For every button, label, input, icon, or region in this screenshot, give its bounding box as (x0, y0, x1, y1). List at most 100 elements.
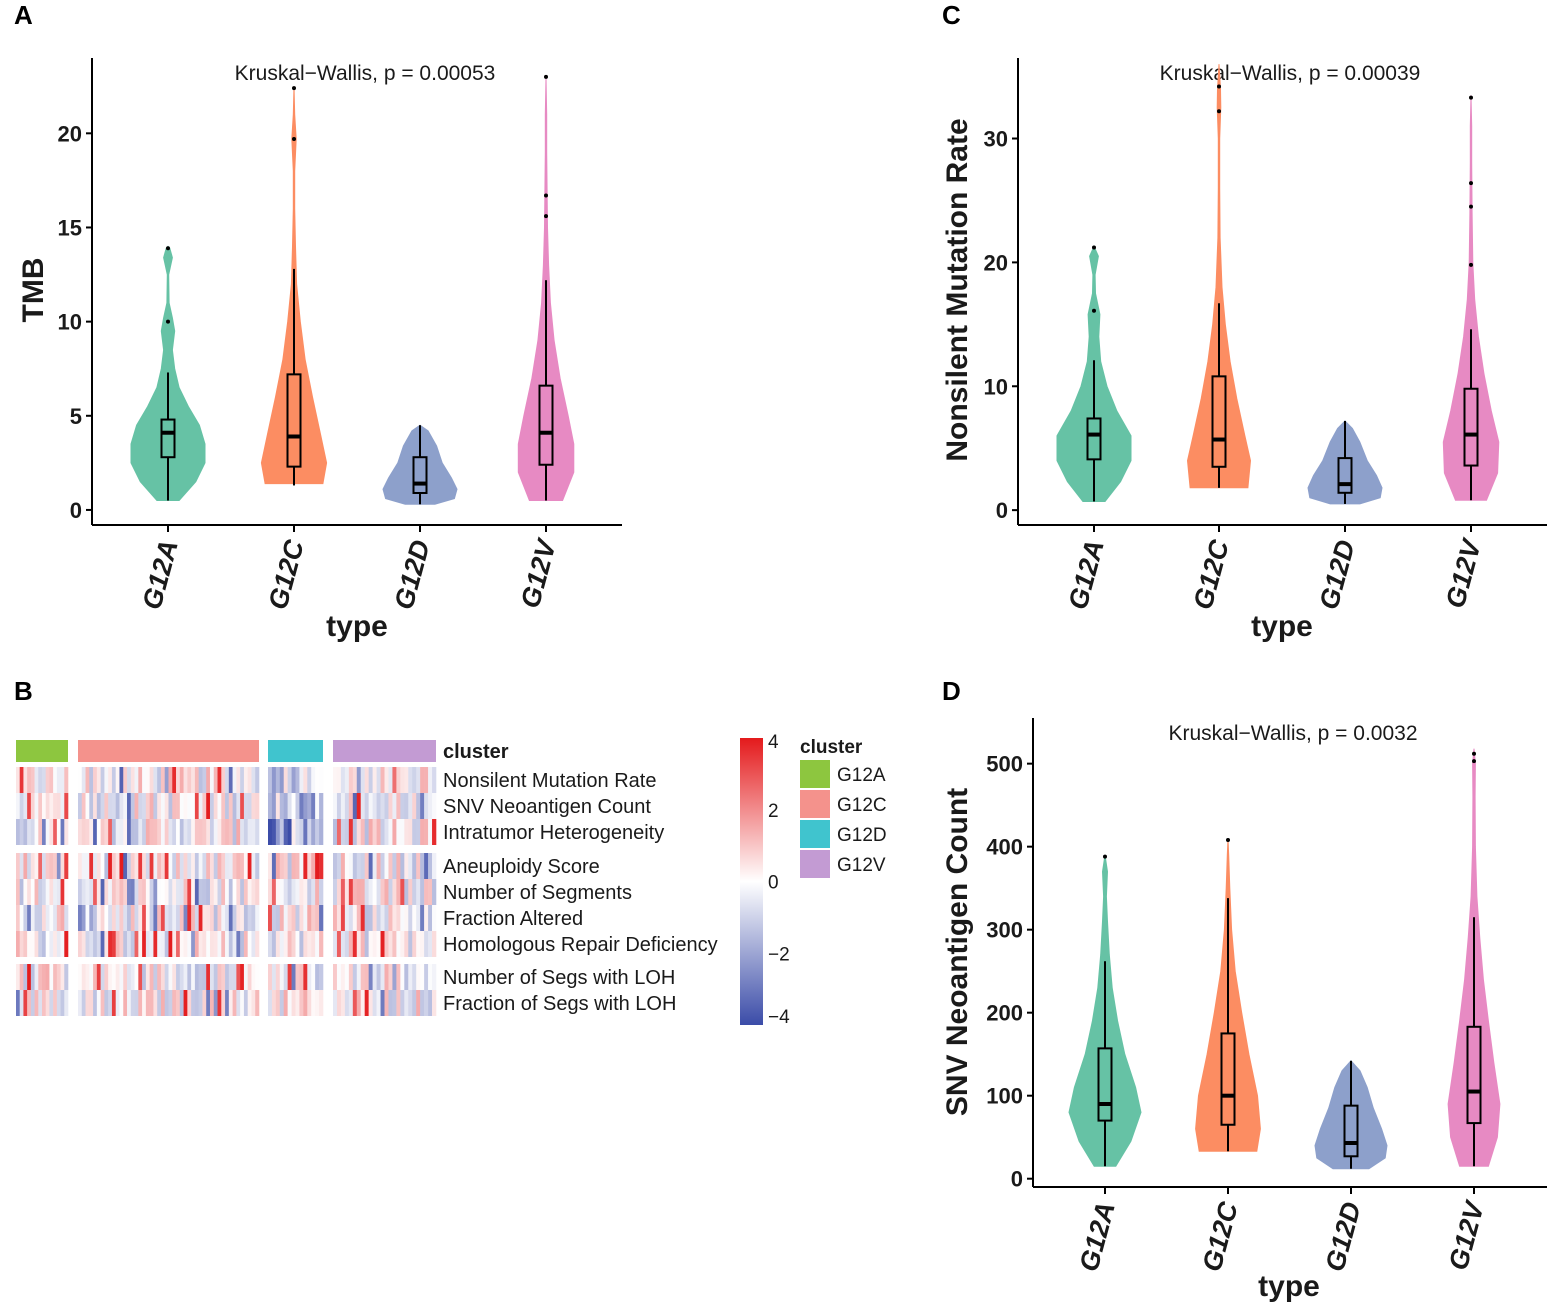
heatmap-cell (89, 964, 94, 990)
heatmap-cell (275, 819, 281, 845)
heatmap-cell (400, 931, 405, 957)
heatmap-cell (38, 793, 43, 819)
heatmap-cell (255, 879, 260, 905)
heatmap-cell (85, 931, 90, 957)
heatmap-cell (307, 905, 312, 931)
heatmap-cell (27, 793, 32, 819)
heatmap-cell (27, 964, 32, 990)
heatmap-cell (119, 819, 124, 845)
heatmap-cell (187, 879, 192, 905)
heatmap-cell (340, 905, 346, 931)
heatmap-cell (217, 853, 222, 879)
heatmap-cell (157, 931, 162, 957)
heatmap-cell (388, 853, 393, 879)
heatmap-cell (179, 793, 184, 819)
heatmap-cell (416, 819, 421, 845)
heatmap-cell (202, 879, 207, 905)
heatmap-cell (56, 819, 61, 845)
heatmap-cell (19, 931, 24, 957)
heatmap-cell (23, 931, 28, 957)
heatmap-cell (134, 990, 139, 1016)
heatmap-cell (183, 931, 188, 957)
heatmap-cell (60, 767, 65, 793)
heatmap-cell (209, 964, 215, 990)
heatmap-cell (251, 819, 256, 845)
heatmap-cell (164, 767, 169, 793)
x-tick-label-g12d: G12D (389, 537, 436, 613)
heatmap-cell (348, 819, 354, 845)
heatmap-cell (232, 964, 237, 990)
heatmap-cell (236, 793, 241, 819)
heatmap-cell (130, 964, 135, 990)
heatmap-cell (206, 931, 211, 957)
heatmap-cell (271, 964, 277, 990)
heatmap-cell (295, 931, 300, 957)
heatmap-cell (356, 964, 362, 990)
heatmap-cell (198, 905, 203, 931)
heatmap-cell (38, 853, 43, 879)
y-tick-label: 10 (984, 374, 1008, 399)
row-label: Nonsilent Mutation Rate (443, 770, 656, 792)
heatmap-row-labels: Nonsilent Mutation Rate SNV Neoantigen Co… (443, 770, 718, 1015)
heatmap-cell (388, 964, 393, 990)
heatmap-cell (279, 931, 285, 957)
heatmap-cell (251, 964, 256, 990)
heatmap-cell (240, 767, 245, 793)
heatmap-cell (424, 964, 429, 990)
heatmap-cell (311, 964, 316, 990)
heatmap-cell (127, 879, 132, 905)
heatmap-cell (287, 879, 292, 905)
x-tick-label-g12v: G12V (515, 535, 562, 611)
heatmap-cell (104, 879, 109, 905)
heatmap-cell (336, 793, 342, 819)
heatmap-cell (134, 767, 139, 793)
heatmap-cell (404, 819, 409, 845)
heatmap-cell (299, 931, 304, 957)
heatmap-cell (400, 767, 405, 793)
heatmap-cell (172, 931, 177, 957)
heatmap-cell (123, 793, 128, 819)
heatmap-cell (228, 931, 233, 957)
heatmap-cell (243, 879, 248, 905)
legend-label-g12d: G12D (837, 825, 887, 846)
heatmap-cell (424, 931, 429, 957)
heatmap-cell (295, 905, 300, 931)
heatmap-cell (404, 964, 409, 990)
heatmap-cell (209, 767, 215, 793)
outlier-point (1469, 95, 1473, 100)
heatmap-cell (145, 819, 150, 845)
heatmap-cell (340, 931, 346, 957)
heatmap-cell (279, 853, 285, 879)
outlier-point (544, 74, 548, 79)
y-tick-label: 100 (986, 1084, 1023, 1109)
heatmap-cell (291, 990, 296, 1016)
heatmap-cell (149, 931, 154, 957)
heatmap-cell (164, 793, 169, 819)
heatmap-cell (303, 767, 308, 793)
heatmap-cell (49, 931, 54, 957)
heatmap-cell (145, 853, 150, 879)
heatmap-cell (93, 767, 98, 793)
heatmap-cell (213, 905, 218, 931)
heatmap-cell (240, 793, 245, 819)
heatmap-cell (340, 964, 346, 990)
heatmap-cell (194, 990, 199, 1016)
heatmap-cell (344, 990, 350, 1016)
heatmap-cell (183, 819, 188, 845)
heatmap-cell (336, 990, 342, 1016)
heatmap-cell (336, 931, 342, 957)
heatmap-cell (279, 964, 285, 990)
heatmap-cell (179, 931, 184, 957)
heatmap-cell (149, 964, 154, 990)
heatmap-cell (416, 853, 421, 879)
heatmap-cell (279, 793, 285, 819)
heatmap-cell (311, 905, 316, 931)
heatmap-cell (56, 853, 61, 879)
heatmap-cell (60, 879, 65, 905)
heatmap-cell (127, 905, 132, 931)
heatmap-cell (191, 964, 196, 990)
outlier-point (166, 246, 170, 251)
heatmap-cell (228, 879, 233, 905)
heatmap-cell (119, 905, 124, 931)
heatmap-cell (168, 853, 173, 879)
